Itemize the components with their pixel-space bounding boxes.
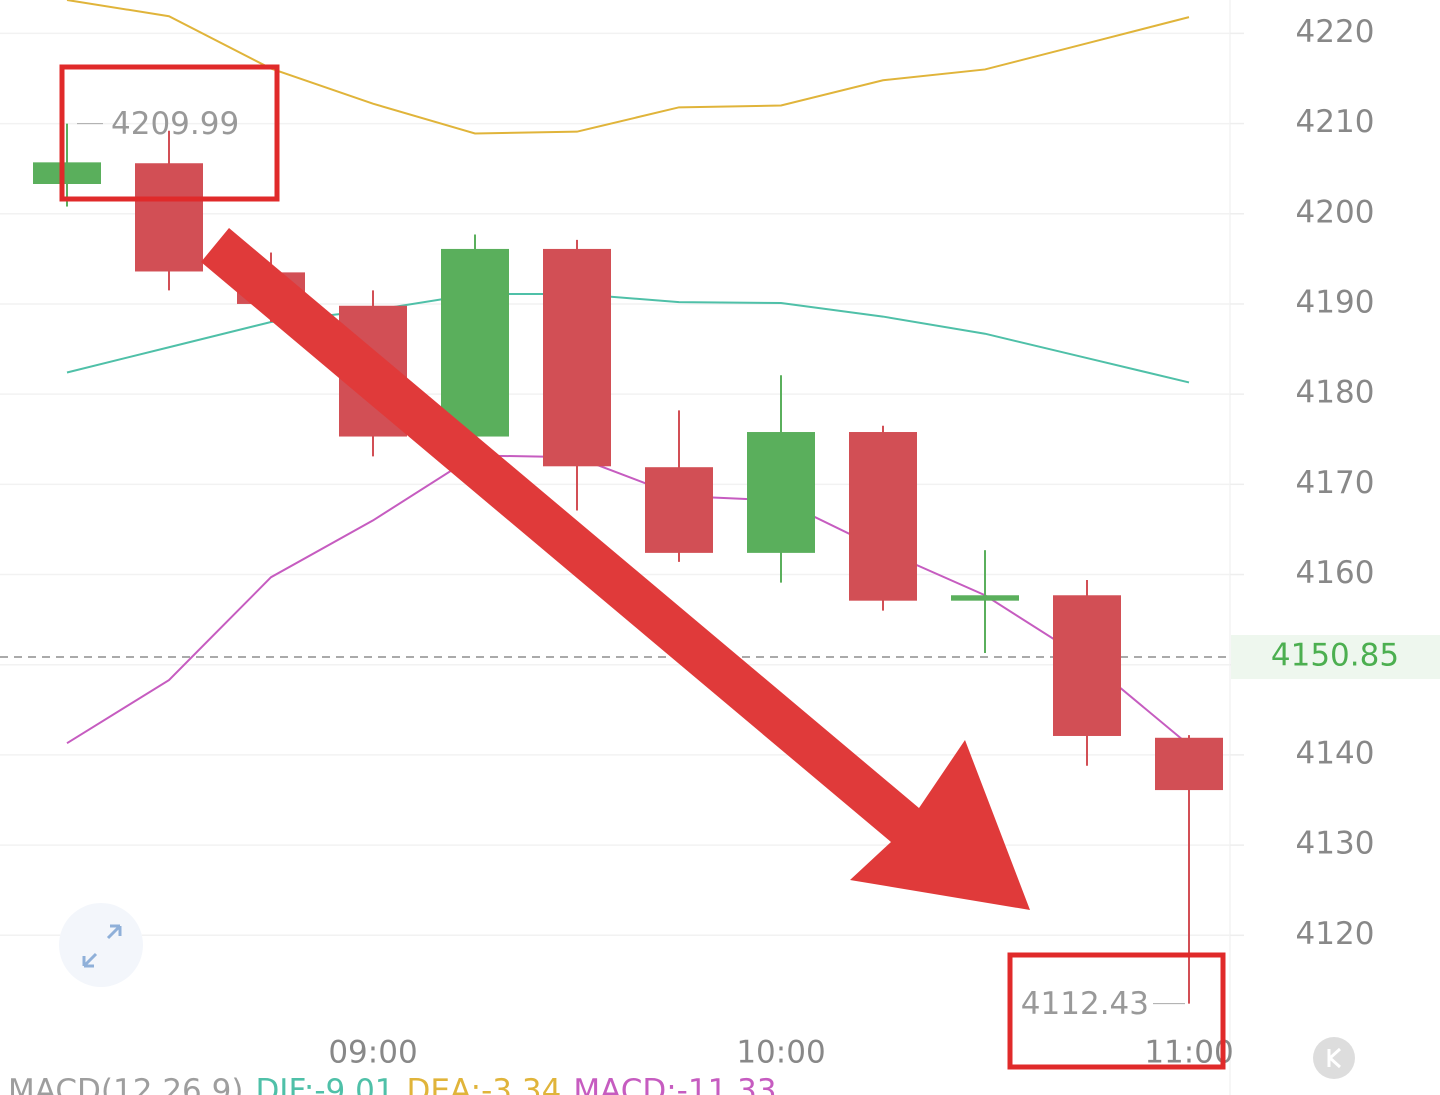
candle-body xyxy=(645,467,713,553)
band-line xyxy=(66,293,1190,384)
candle-body xyxy=(543,248,611,467)
highlight-box xyxy=(1007,952,1226,1070)
low-label: 4112.43 xyxy=(1021,986,1149,1022)
y-tick-label: 4220 xyxy=(1296,14,1375,50)
y-tick-label: 4190 xyxy=(1296,284,1375,320)
band-line xyxy=(66,454,1190,746)
candle-body xyxy=(33,162,101,184)
band-line xyxy=(66,0,1190,135)
y-tick-label: 4200 xyxy=(1296,194,1375,230)
candle-body xyxy=(747,432,815,553)
candle-body xyxy=(951,595,1019,601)
legend-item: MACD:-11.33 xyxy=(573,1073,776,1095)
candle-body xyxy=(135,163,203,272)
last-price-bg xyxy=(1231,635,1440,680)
expand-button[interactable] xyxy=(59,903,143,987)
legend-item: MACD(12,26,9) xyxy=(8,1073,243,1095)
axis-panel xyxy=(1230,0,1440,1095)
y-tick-label: 4180 xyxy=(1296,375,1375,411)
candle-body xyxy=(1053,595,1121,736)
y-tick-label: 4130 xyxy=(1296,826,1375,862)
last-price-label: 4150.85 xyxy=(1271,638,1399,674)
y-tick-label: 4120 xyxy=(1296,916,1375,952)
candle-body xyxy=(849,432,917,601)
k-icon xyxy=(1327,1047,1342,1069)
highlight-box xyxy=(59,64,280,202)
high-label: 4209.99 xyxy=(111,106,239,142)
annotation-arrow xyxy=(201,228,1030,910)
k-button[interactable] xyxy=(1313,1037,1355,1079)
y-tick-label: 4140 xyxy=(1296,735,1375,771)
expand-icon xyxy=(82,924,122,968)
legend-item: DEA:-3.34 xyxy=(407,1073,562,1095)
indicator-legend: MACD(12,26,9) DIF:-9.01 DEA:-3.34 MACD:-11.… xyxy=(8,1073,777,1095)
y-tick-label: 4210 xyxy=(1296,104,1375,140)
y-tick-label: 4170 xyxy=(1296,465,1375,501)
candle-body xyxy=(1155,737,1223,791)
candle-body xyxy=(441,248,509,437)
legend-item: DIF:-9.01 xyxy=(255,1073,394,1095)
x-tick-label: 09:00 xyxy=(328,1035,417,1071)
x-tick-label: 10:00 xyxy=(736,1035,825,1071)
y-tick-label: 4160 xyxy=(1296,555,1375,591)
